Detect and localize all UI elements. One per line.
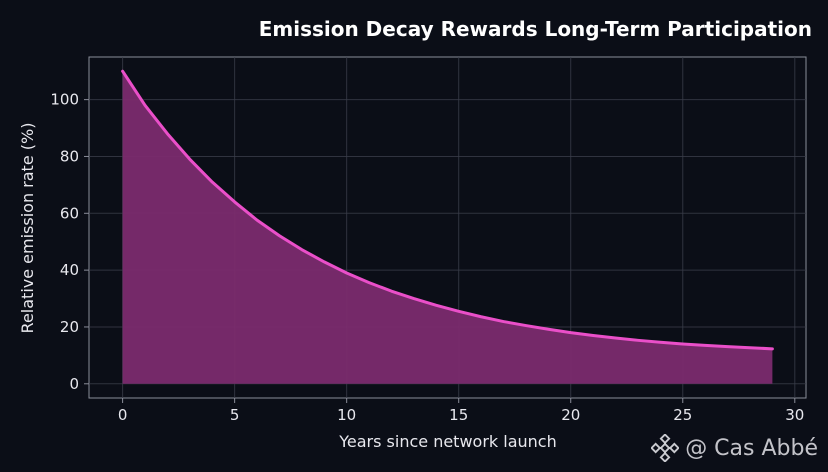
x-tick-label-4: 20	[561, 406, 580, 424]
y-axis-ticks: 0 20 40 60 80 100	[50, 91, 89, 393]
x-axis-ticks: 0 5 10 15 20 25 30	[118, 398, 804, 424]
y-tick-label-2: 40	[60, 261, 79, 279]
x-tick-label-2: 10	[337, 406, 356, 424]
emission-line	[121, 69, 774, 351]
x-tick-label-1: 5	[230, 406, 240, 424]
y-tick-label-1: 20	[60, 318, 79, 336]
y-axis-label: Relative emission rate (%)	[18, 123, 37, 334]
binance-logo-icon	[651, 434, 680, 462]
chart-title: Emission Decay Rewards Long-Term Partici…	[259, 17, 812, 41]
y-tick-label-5: 100	[50, 91, 79, 109]
plot-area-frame	[88, 56, 807, 399]
x-tick-label-3: 15	[449, 406, 468, 424]
emission-area	[122, 71, 773, 384]
y-tick-label-3: 60	[60, 204, 79, 222]
watermark: @ Cas Abbé	[651, 434, 818, 462]
x-tick-label-0: 0	[118, 406, 128, 424]
watermark-text: @ Cas Abbé	[685, 435, 818, 461]
x-tick-label-6: 30	[785, 406, 804, 424]
y-tick-label-0: 0	[69, 375, 79, 393]
x-tick-label-5: 25	[673, 406, 692, 424]
emission-line-path	[121, 69, 774, 351]
x-axis-label: Years since network launch	[338, 432, 556, 451]
y-tick-label-4: 80	[60, 147, 79, 165]
emission-area-fill	[122, 71, 773, 384]
